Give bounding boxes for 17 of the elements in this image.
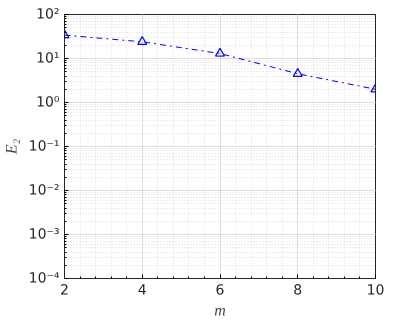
x-tick-label: 6 xyxy=(216,282,225,298)
y-tick-label: 10⁻¹ xyxy=(28,138,60,154)
y-axis-title: E₂ xyxy=(4,138,21,156)
x-tick-label: 10 xyxy=(366,282,384,298)
x-axis-title: m xyxy=(214,302,226,320)
x-tick-label: 8 xyxy=(293,282,302,298)
y-tick-label: 10⁻⁴ xyxy=(28,270,60,286)
x-tick-label: 4 xyxy=(138,282,147,298)
point xyxy=(292,68,303,77)
y-tick-label: 10¹ xyxy=(36,50,60,66)
y-tick-label: 10⁻² xyxy=(28,182,60,198)
y-tick-label: 10⁻³ xyxy=(28,226,60,242)
point xyxy=(137,36,148,45)
x-tick-label: 2 xyxy=(60,282,69,298)
y-tick-label: 10⁰ xyxy=(36,94,60,110)
y-tick-label: 10² xyxy=(36,6,60,22)
point xyxy=(214,48,226,57)
